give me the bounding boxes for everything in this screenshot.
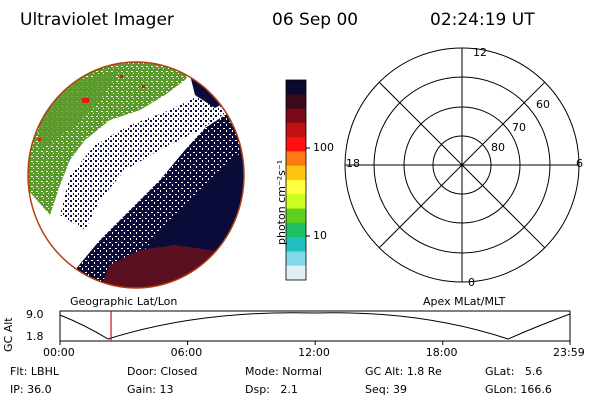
time-tick-label: 18:00	[425, 346, 458, 359]
date-label: 06 Sep 00	[272, 10, 359, 30]
colorbar-segment	[286, 222, 306, 238]
uv-image	[28, 62, 244, 288]
colorbar-segment	[286, 265, 306, 281]
colorbar-segment	[286, 137, 306, 152]
mlt-label-0: 0	[468, 276, 475, 289]
altitude-plot-frame	[59, 310, 571, 342]
alt-axis-label: GC Alt	[2, 317, 15, 352]
instrument-title: Ultraviolet Imager	[20, 10, 174, 30]
alt-tick-high: 9.0	[26, 308, 44, 321]
colorbar-segment	[286, 165, 306, 181]
time-tick-label: 23:59	[553, 346, 585, 359]
colorbar-segment	[286, 180, 306, 195]
colorbar-segment	[286, 151, 306, 167]
geo-caption: Geographic Lat/Lon	[70, 295, 178, 308]
colorbar-tick-10: 10	[313, 229, 327, 242]
info-glon: GLon: 166.6	[485, 383, 552, 396]
lat-label-70: 70	[512, 121, 526, 134]
time-axis-ticks	[59, 341, 571, 345]
info-mode: Mode: Normal	[245, 365, 322, 378]
altitude-curve	[59, 312, 571, 340]
mlt-label-12: 12	[473, 46, 487, 59]
colorbar-segment	[286, 94, 306, 110]
colorbar-segment	[286, 208, 306, 224]
mlt-label-6: 6	[576, 157, 583, 170]
colorbar-segment	[286, 194, 306, 210]
colorbar-segment	[286, 108, 306, 124]
colorbar	[286, 80, 310, 281]
colorbar-segment	[286, 237, 306, 252]
info-dsp: Dsp: 2.1	[245, 383, 298, 396]
lat-label-80: 80	[491, 141, 505, 154]
info-gain: Gain: 13	[127, 383, 174, 396]
polar-grid	[344, 47, 580, 283]
colorbar-segment	[286, 80, 306, 95]
info-flt: Flt: LBHL	[10, 365, 59, 378]
info-seq: Seq: 39	[365, 383, 407, 396]
apex-caption: Apex MLat/MLT	[423, 295, 506, 308]
time-tick-label: 00:00	[43, 346, 75, 359]
time-label: 02:24:19 UT	[430, 10, 535, 30]
time-tick-label: 12:00	[298, 346, 330, 359]
info-glat: GLat: 5.6	[485, 365, 543, 378]
info-gc-alt: GC Alt: 1.8 Re	[365, 365, 442, 378]
earth-limb	[27, 61, 245, 289]
colorbar-segment	[286, 122, 306, 138]
time-tick-label: 06:00	[170, 346, 203, 359]
colorbar-tick-100: 100	[313, 141, 334, 154]
colorbar-segment	[286, 251, 306, 267]
mlt-label-18: 18	[346, 157, 360, 170]
info-ip: IP: 36.0	[10, 383, 52, 396]
alt-tick-low: 1.8	[26, 330, 44, 343]
info-door: Door: Closed	[127, 365, 198, 378]
lat-label-60: 60	[536, 98, 550, 111]
colorbar-unit-label: photon cm⁻²s⁻¹	[275, 159, 288, 245]
colorbar-frame	[285, 79, 307, 281]
